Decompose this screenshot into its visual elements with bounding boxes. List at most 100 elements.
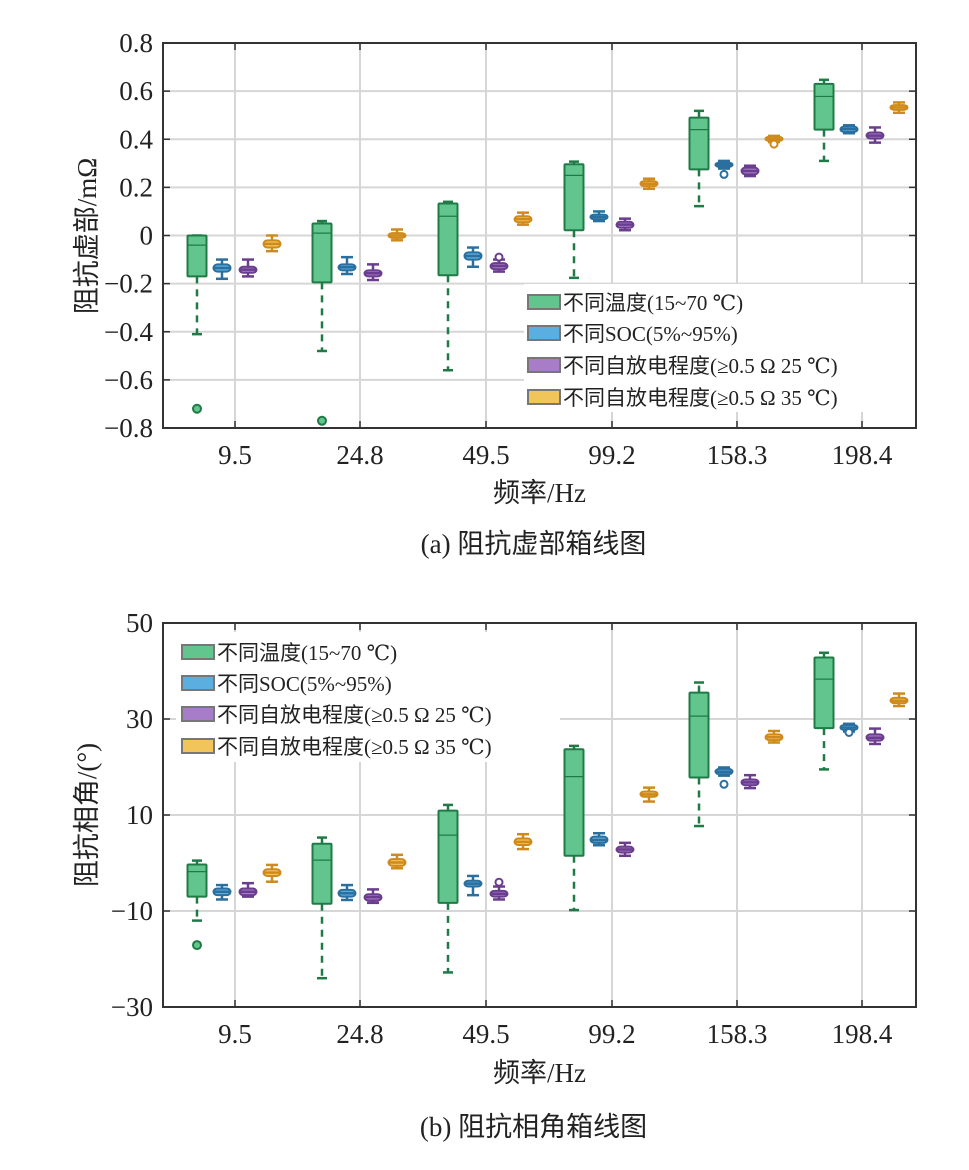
outlier-point: [192, 403, 202, 414]
legend-swatch-soc: [181, 675, 215, 691]
x-tick-label: 198.4: [832, 440, 893, 470]
series-sd35: [262, 692, 909, 883]
box-iqr: [563, 163, 585, 232]
plot-frame: [162, 622, 917, 1008]
box-iqr: [186, 234, 208, 278]
box-sd25-198.4: [865, 126, 885, 144]
y-tick-label: −0.4: [104, 317, 153, 347]
y-tick-label: 0.6: [119, 76, 153, 106]
box-temperature-24.8: [311, 836, 333, 980]
legend-background: [176, 632, 560, 762]
chart-b: 50 30 10 −10 −30 9.5 24.8 49.5 99.2 158.3 198.4 不同温…: [72, 608, 917, 1142]
box-sd35-198.4: [889, 692, 909, 708]
outlier-point: [719, 779, 729, 789]
box-iqr: [813, 656, 835, 730]
box-sd35-49.5: [513, 211, 533, 226]
box-iqr: [688, 691, 710, 779]
legend-label-temperature: 不同温度(15~70 ℃): [563, 291, 743, 315]
box-iqr: [437, 202, 459, 277]
x-tick-label: 9.5: [218, 1019, 252, 1049]
box-temperature-99.2: [563, 744, 585, 912]
y-tick-label: 0.2: [119, 172, 153, 202]
legend-label-sd25: 不同自放电程度(≥0.5 Ω 25 ℃): [217, 703, 492, 727]
outlier-point: [769, 139, 779, 149]
y-tick-label: −0.2: [104, 269, 153, 299]
legend-background: [524, 284, 915, 412]
x-tick-label: 49.5: [462, 440, 509, 470]
chart-caption: (a) 阻抗虚部箱线图: [421, 529, 647, 559]
y-tick-label: 0.8: [119, 28, 153, 58]
box-iqr: [813, 82, 835, 131]
box-temperature-158.3: [688, 681, 710, 828]
legend-label-sd35: 不同自放电程度(≥0.5 Ω 35 ℃): [563, 386, 838, 410]
x-axis-label: 频率/Hz: [493, 1058, 586, 1088]
outlier-point: [494, 252, 504, 262]
plot-frame: [162, 42, 917, 429]
box-sd25-24.8: [363, 263, 383, 282]
legend-swatch-soc: [527, 325, 561, 341]
legend-label-sd35: 不同自放电程度(≥0.5 Ω 35 ℃): [217, 735, 492, 759]
box-sd25-99.2: [615, 841, 635, 858]
legend-label-temperature: 不同温度(15~70 ℃): [217, 641, 397, 665]
box-sd35-24.8: [387, 853, 407, 870]
y-tick-label: 0: [140, 221, 154, 251]
legend-label-soc: 不同SOC(5%~95%): [217, 672, 392, 696]
y-tick-label: −10: [111, 896, 153, 926]
box-soc-158.3: [714, 766, 734, 789]
y-tick-label: 30: [126, 704, 153, 734]
legend: 不同温度(15~70 ℃) 不同SOC(5%~95%) 不同自放电程度(≥0.5 Ω…: [524, 284, 915, 412]
box-soc-24.8: [337, 883, 357, 902]
box-sd35-158.3: [764, 729, 784, 744]
box-sd25-24.8: [363, 888, 383, 905]
x-tick-label: 24.8: [336, 440, 383, 470]
series-sd25: [238, 126, 885, 282]
y-axis-label: 阻抗虚部/mΩ: [72, 158, 102, 315]
y-tick-label: 10: [126, 800, 153, 830]
box-iqr: [437, 809, 459, 904]
box-soc-198.4: [839, 722, 859, 737]
box-temperature-99.2: [563, 160, 585, 280]
box-soc-158.3: [714, 159, 734, 179]
box-sd25-49.5: [489, 252, 509, 273]
box-soc-49.5: [463, 246, 483, 269]
legend-swatch-sd35: [181, 738, 215, 754]
legend: 不同温度(15~70 ℃) 不同SOC(5%~95%) 不同自放电程度(≥0.5 Ω…: [176, 632, 560, 762]
box-sd25-9.5: [238, 258, 258, 278]
box-soc-9.5: [212, 258, 232, 281]
box-temperature-9.5: [186, 859, 208, 951]
box-sd25-158.3: [740, 773, 760, 790]
outlier-point: [317, 415, 327, 426]
outlier-point: [844, 727, 854, 737]
y-tick-label: 50: [126, 608, 153, 638]
box-sd25-9.5: [238, 881, 258, 898]
box-soc-198.4: [839, 124, 859, 135]
series-temperature: [186, 651, 835, 980]
box-iqr: [311, 222, 333, 284]
box-iqr: [563, 748, 585, 857]
legend-swatch-sd35: [527, 389, 561, 405]
box-temperature-9.5: [186, 234, 208, 414]
box-sd35-158.3: [764, 134, 784, 149]
x-tick-label: 49.5: [462, 1019, 509, 1049]
chart-a: 0.8 0.6 0.4 0.2 0 −0.2 −0.4 −0.6 −0.8 9.5 24.8 49.5…: [72, 28, 917, 559]
x-tick-label: 9.5: [218, 440, 252, 470]
x-tick-label: 198.4: [832, 1019, 893, 1049]
x-tick-label: 99.2: [588, 440, 635, 470]
box-sd35-24.8: [387, 228, 407, 242]
y-tick-label: −0.8: [104, 413, 153, 443]
box-iqr: [311, 842, 333, 905]
legend-swatch-sd25: [181, 706, 215, 722]
box-temperature-198.4: [813, 78, 835, 163]
legend-swatch-sd25: [527, 357, 561, 373]
series-soc: [212, 722, 859, 902]
box-sd35-9.5: [262, 863, 282, 883]
y-axis-label: 阻抗相角/(°): [72, 743, 102, 887]
box-temperature-49.5: [437, 200, 459, 372]
box-temperature-49.5: [437, 803, 459, 974]
y-tick-label: −0.6: [104, 365, 153, 395]
legend-swatch-temperature: [527, 294, 561, 310]
series-temperature: [186, 78, 835, 426]
x-axis-label: 频率/Hz: [493, 478, 586, 508]
box-iqr: [688, 116, 710, 171]
